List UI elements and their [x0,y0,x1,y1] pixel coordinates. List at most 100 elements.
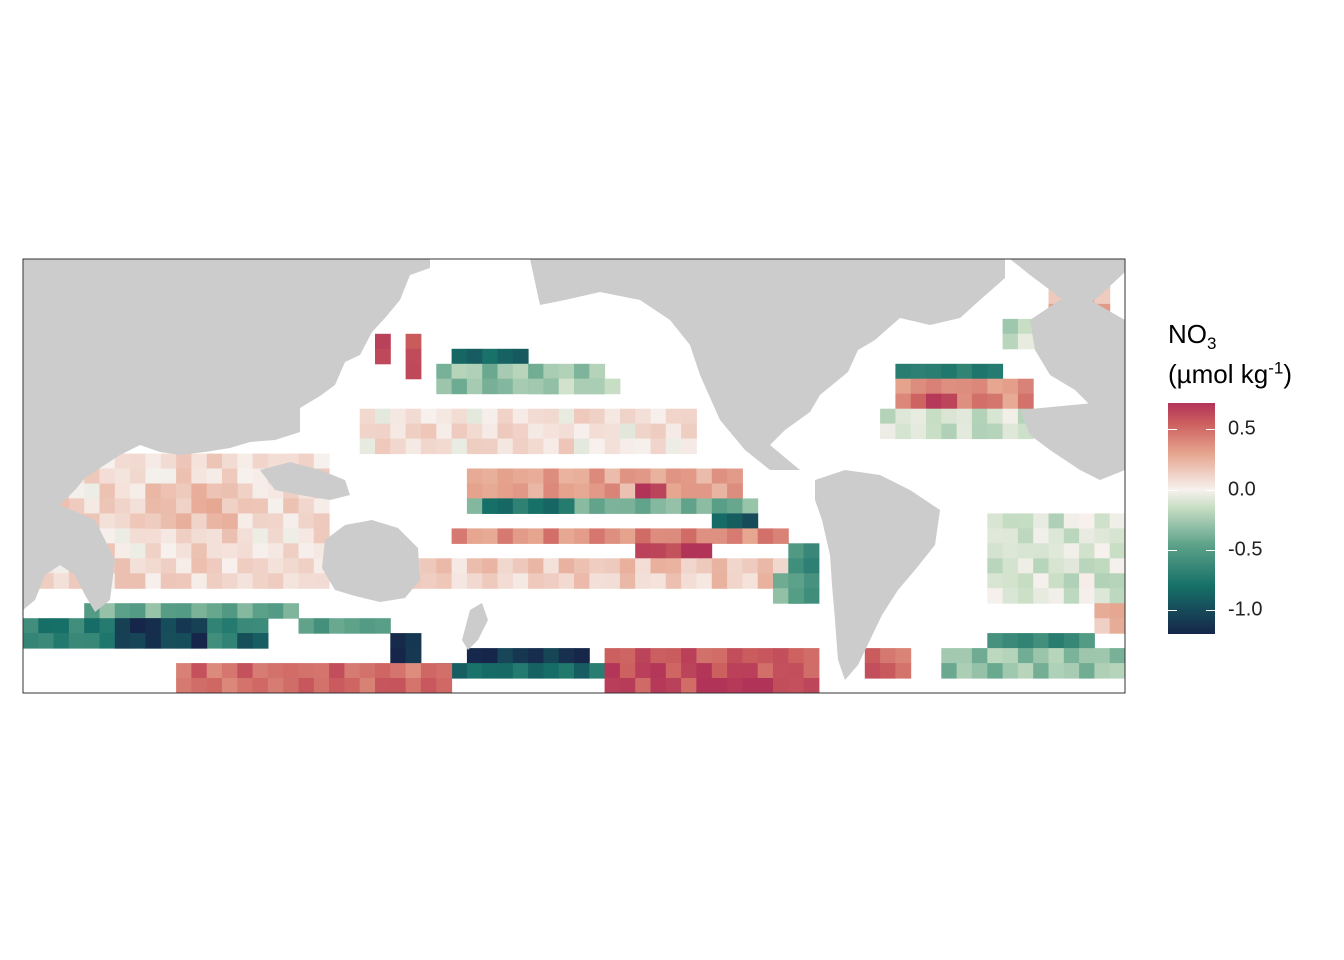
heatmap-cell [191,483,208,499]
heatmap-cell [528,558,544,574]
heatmap-cell [298,618,315,634]
heatmap-cell [727,498,743,514]
heatmap-cell [359,618,376,634]
heatmap-cell [497,663,514,679]
heatmap-cell [650,648,667,664]
heatmap-cell [681,543,697,559]
legend-tick-label: -0.5 [1228,538,1263,561]
heatmap-cell [926,378,942,395]
heatmap-cell [650,438,667,455]
heatmap-cell [160,483,177,499]
heatmap-cell [635,498,651,514]
heatmap-cell [237,678,254,694]
heatmap-cell [635,483,651,499]
heatmap-cell [130,528,146,544]
land-australia [322,520,420,602]
legend-tick-mark [1206,489,1215,491]
heatmap-cell [1109,543,1126,559]
heatmap-cell [512,408,529,425]
heatmap-cell [1094,558,1111,574]
heatmap-cell [528,363,544,380]
heatmap-cell [267,663,284,679]
land-europe-east [1030,300,1125,415]
heatmap-cell [344,678,361,694]
heatmap-cell [1048,648,1065,664]
heatmap-cell [711,513,728,529]
heatmap-cell [252,513,269,529]
heatmap-cell [482,663,498,679]
heatmap-cell [145,453,162,470]
heatmap-cell [359,678,376,694]
heatmap-cell [589,483,606,499]
heatmap-cell [543,378,560,395]
heatmap-cell [773,573,789,589]
heatmap-cell [466,573,483,589]
heatmap-cell [405,438,422,455]
heatmap-cell [773,648,789,664]
heatmap-cell [160,513,177,529]
heatmap-cell [604,573,621,589]
heatmap-cell [650,408,667,425]
heatmap-cell [420,438,437,455]
heatmap-cell [971,648,988,664]
heatmap-cell [420,663,437,679]
heatmap-cell [267,513,284,529]
heatmap-cell [390,438,407,455]
heatmap-cell [681,528,697,544]
heatmap-cell [206,483,223,499]
legend-tick-label: 0.5 [1228,417,1256,440]
heatmap-cell [635,558,651,574]
heatmap-cell [619,573,636,589]
heatmap-cell [1017,378,1034,395]
heatmap-cell [145,603,162,619]
heatmap-cell [390,633,407,649]
heatmap-cell [420,408,437,425]
heatmap-cell [313,453,330,470]
heatmap-cell [941,393,958,410]
heatmap-cell [558,363,575,380]
heatmap-cell [145,618,162,634]
heatmap-cell [1002,633,1019,649]
heatmap-cell [696,678,713,694]
heatmap-cell [420,423,437,440]
heatmap-cell [99,498,116,514]
heatmap-cell [451,348,468,365]
heatmap-cell [1109,513,1126,529]
heatmap-cell [543,573,560,589]
land-north-america [530,259,1005,470]
heatmap-cell [114,618,131,634]
heatmap-cell [451,663,468,679]
heatmap-cell [1109,663,1126,679]
heatmap-cell [160,603,177,619]
heatmap-cell [635,543,651,559]
heatmap-cell [466,663,483,679]
legend-tick-mark [1168,489,1177,491]
heatmap-cell [237,603,254,619]
heatmap-cell [130,543,146,559]
heatmap-cell [375,618,391,634]
heatmap-cell [222,483,238,499]
legend-unit-prefix: (µmol kg [1168,358,1269,389]
heatmap-cell [1109,603,1126,619]
heatmap-cell [237,543,254,559]
heatmap-cell [1002,408,1019,425]
heatmap-cell [803,588,820,604]
heatmap-cell [160,543,177,559]
heatmap-cell [298,678,315,694]
heatmap-cell [711,483,728,499]
heatmap-cell [604,663,621,679]
heatmap-cell [1094,588,1111,604]
heatmap-cell [1079,573,1095,589]
heatmap-cell [635,573,651,589]
heatmap-cell [543,528,560,544]
heatmap-cell [604,483,621,499]
heatmap-cell [1017,573,1034,589]
heatmap-cell [696,543,713,559]
heatmap-cell [803,663,820,679]
heatmap-cell [711,678,728,694]
heatmap-cell [1002,393,1019,410]
heatmap-cell [803,573,820,589]
heatmap-cell [512,438,529,455]
heatmap-cell [313,678,330,694]
heatmap-cell [589,663,606,679]
